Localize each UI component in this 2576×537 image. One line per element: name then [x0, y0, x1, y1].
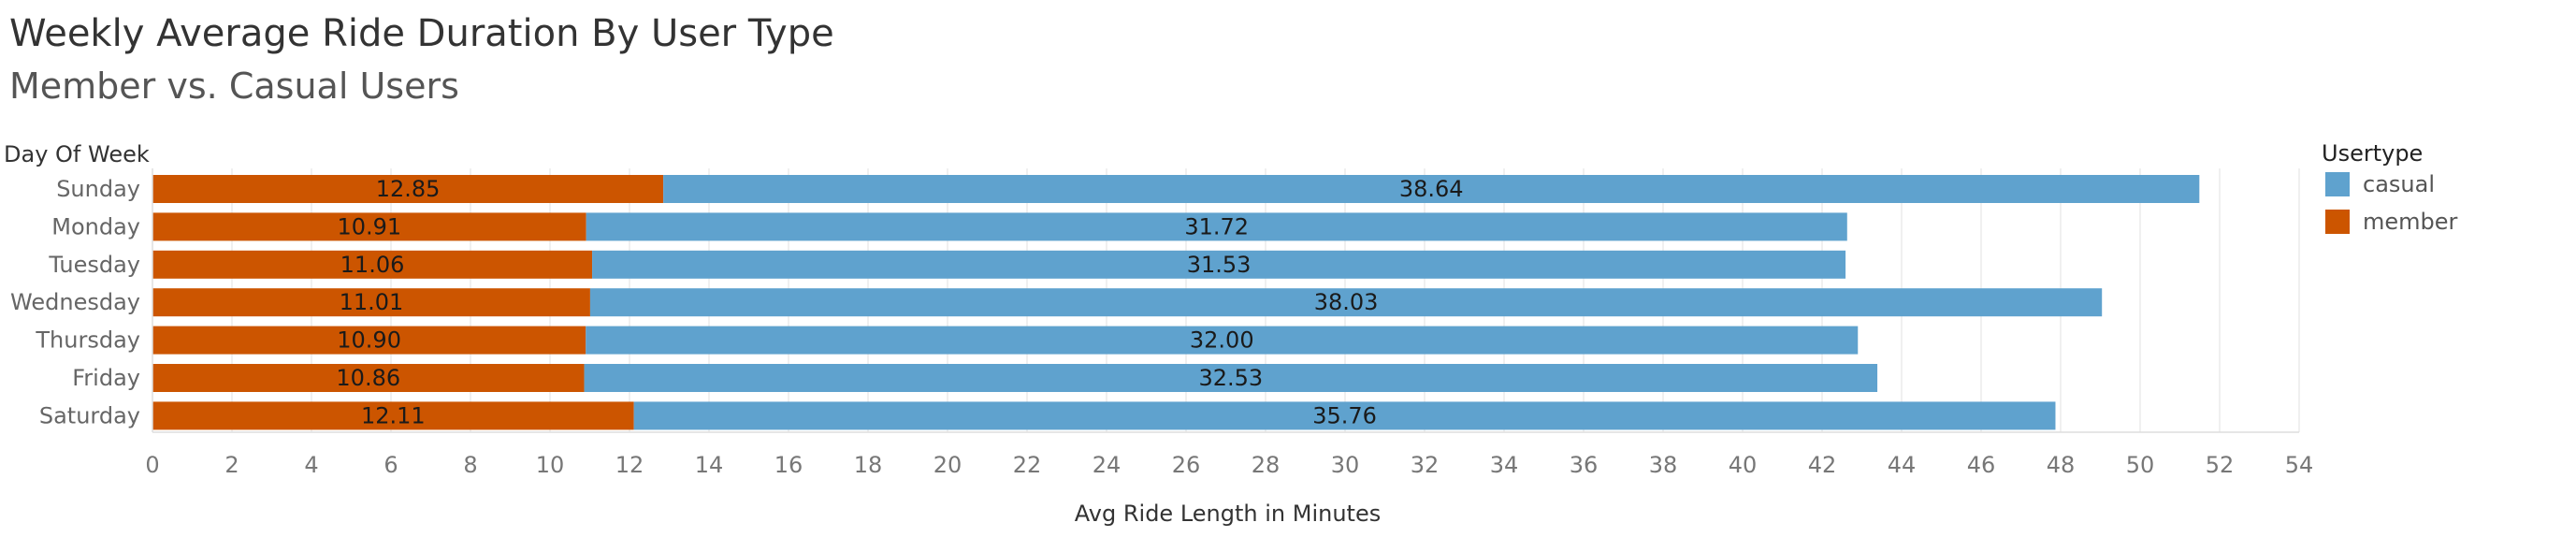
x-tick-label: 6 — [384, 452, 398, 478]
x-tick-label: 30 — [1331, 452, 1360, 478]
bar-member — [152, 401, 634, 430]
x-tick-label: 48 — [2047, 452, 2076, 478]
y-category-label: Monday — [51, 213, 140, 239]
bar-casual — [589, 288, 2103, 317]
x-tick-label: 54 — [2285, 452, 2314, 478]
x-tick-label: 40 — [1729, 452, 1758, 478]
x-tick-label: 24 — [1093, 452, 1122, 478]
x-tick-label: 42 — [1808, 452, 1837, 478]
x-tick-label: 14 — [695, 452, 724, 478]
bar-member — [152, 212, 586, 241]
x-tick-label: 8 — [463, 452, 477, 478]
bar-member — [152, 175, 664, 203]
bar-value-label: 10.91 — [337, 213, 401, 239]
y-category-label: Friday — [72, 365, 140, 391]
chart-subtitle: Member vs. Casual Users — [9, 65, 459, 107]
x-tick-label: 20 — [933, 452, 962, 478]
x-axis-title: Avg Ride Length in Minutes — [1075, 501, 1381, 527]
chart-title: Weekly Average Ride Duration By User Typ… — [9, 12, 834, 55]
bar-casual — [586, 326, 1859, 355]
legend-title: Usertype — [2322, 140, 2423, 167]
x-tick-label: 22 — [1013, 452, 1042, 478]
bar-value-label: 11.06 — [340, 252, 405, 278]
bar-value-label: 38.64 — [1399, 176, 1464, 202]
x-tick-label: 52 — [2206, 452, 2235, 478]
x-tick-label: 2 — [224, 452, 239, 478]
x-tick-label: 10 — [536, 452, 565, 478]
bar-value-label: 32.00 — [1190, 327, 1254, 354]
bar-value-label: 32.53 — [1198, 365, 1263, 391]
x-tick-label: 18 — [854, 452, 883, 478]
bar-member — [152, 288, 590, 317]
x-tick-label: 34 — [1490, 452, 1519, 478]
bar-value-label: 12.85 — [376, 176, 441, 202]
x-tick-label: 0 — [145, 452, 159, 478]
x-tick-label: 44 — [1888, 452, 1917, 478]
legend: Usertype casual member — [2322, 140, 2458, 235]
legend-label-member: member — [2363, 209, 2458, 235]
y-category-label: Wednesday — [10, 289, 140, 315]
bar-casual — [633, 401, 2056, 430]
y-category-label: Thursday — [35, 327, 140, 354]
bar-value-label: 38.03 — [1314, 289, 1379, 315]
x-tick-label: 26 — [1172, 452, 1201, 478]
bar-value-labels: 12.85 38.64 10.91 31.72 11.06 31.53 11.01 38.03… — [336, 176, 1463, 428]
x-tick-label: 36 — [1570, 452, 1599, 478]
bar-member — [152, 326, 586, 355]
x-tick-label: 38 — [1649, 452, 1678, 478]
bar-casual — [663, 175, 2200, 203]
axes: 0 2 4 6 8 10 12 14 16 18 20 22 24 26 28 30 32 34 36 38 40 42 4… — [10, 168, 2313, 478]
bar-value-label: 11.01 — [340, 289, 404, 315]
x-tick-label: 50 — [2126, 452, 2155, 478]
x-tick-label: 32 — [1411, 452, 1440, 478]
bar-member — [152, 364, 585, 392]
bar-casual — [584, 364, 1878, 392]
bars — [152, 175, 2200, 430]
bar-value-label: 12.11 — [361, 402, 426, 428]
bar-member — [152, 250, 593, 279]
legend-swatch-member — [2325, 210, 2350, 234]
y-axis-title: Day Of Week — [4, 141, 150, 167]
x-tick-label: 28 — [1252, 452, 1281, 478]
legend-label-casual: casual — [2363, 171, 2435, 197]
x-tick-label: 46 — [1967, 452, 1996, 478]
bar-casual — [586, 212, 1847, 241]
y-category-label: Sunday — [56, 176, 140, 202]
bar-value-label: 31.72 — [1184, 213, 1249, 239]
x-tick-label: 16 — [774, 452, 803, 478]
y-category-label: Saturday — [39, 402, 140, 428]
bar-value-label: 10.90 — [337, 327, 401, 354]
x-tick-label: 12 — [615, 452, 644, 478]
x-tick-label: 4 — [304, 452, 318, 478]
legend-swatch-casual — [2325, 172, 2350, 196]
bar-casual — [592, 250, 1846, 279]
y-category-label: Tuesday — [48, 252, 140, 278]
bar-value-label: 31.53 — [1187, 252, 1252, 278]
bar-value-label: 10.86 — [336, 365, 400, 391]
bar-value-label: 35.76 — [1312, 402, 1377, 428]
